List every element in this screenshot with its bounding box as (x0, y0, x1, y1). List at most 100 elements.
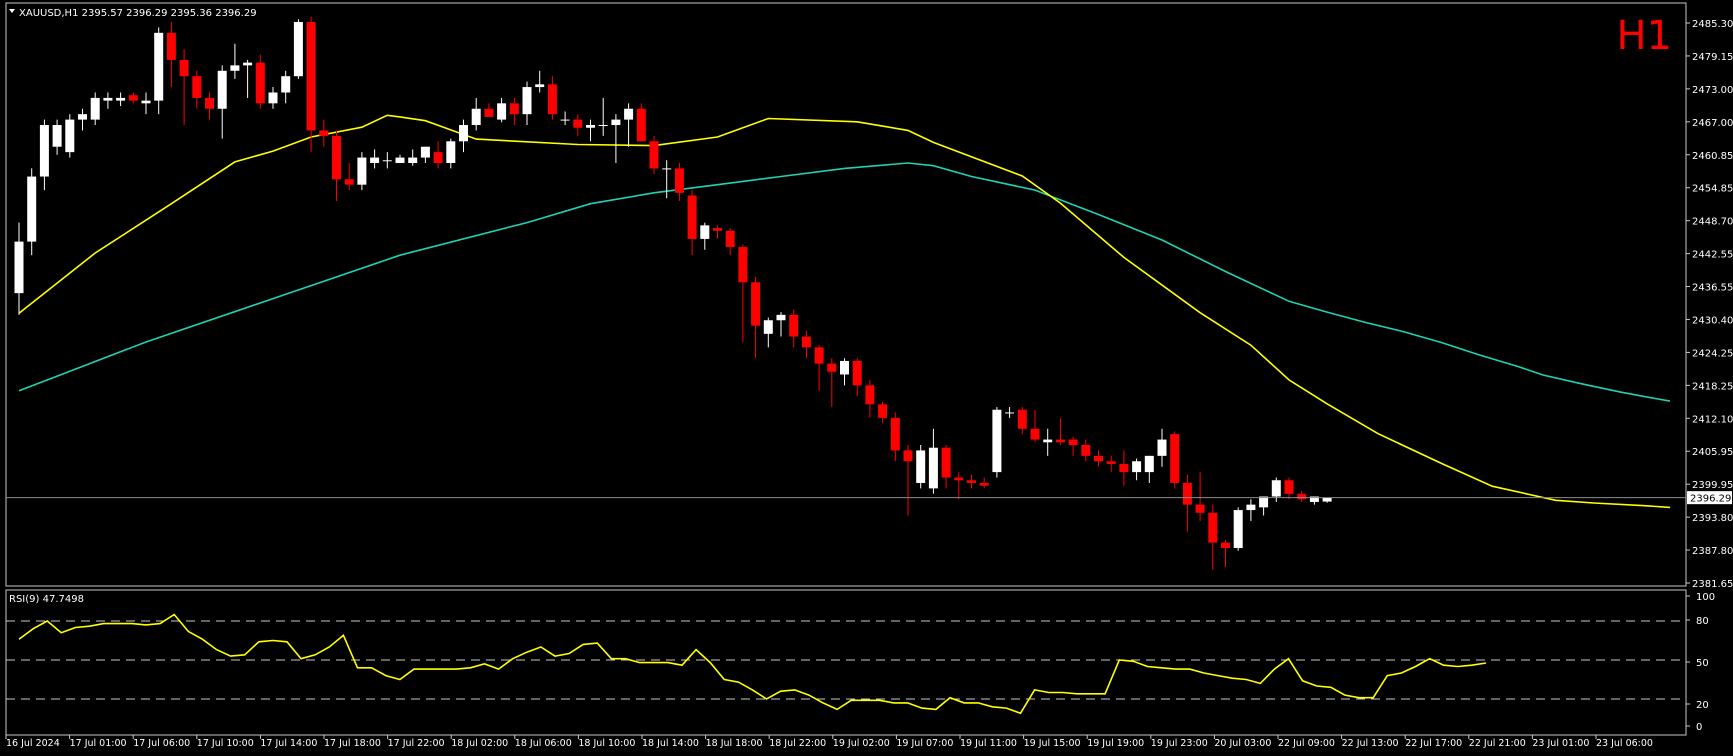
candle (179, 49, 189, 126)
candle (293, 19, 303, 79)
price-tick-label: 2436.55 (1692, 283, 1733, 294)
candle (1259, 496, 1269, 516)
rsi-axis[interactable]: 100 80 50 20 0 (1686, 592, 1715, 733)
candle-body (700, 225, 710, 239)
candle-body (865, 385, 875, 405)
price-tick-label: 2479.15 (1692, 52, 1733, 63)
candle (154, 27, 164, 115)
candle (751, 276, 761, 359)
current-price-label: 2396.29 (1690, 494, 1731, 505)
candle-body (205, 97, 214, 109)
candle-body (116, 97, 126, 101)
candle-body (941, 447, 951, 478)
candle-body (1157, 439, 1167, 456)
price-tick-label: 2454.85 (1692, 184, 1733, 195)
price-tick-label: 2381.65 (1692, 579, 1733, 590)
candle (700, 222, 710, 250)
time-tick-label: 17 Jul 18:00 (324, 738, 381, 749)
candle (573, 114, 583, 136)
candle-body (90, 97, 100, 120)
symbol-info: XAUUSD,H1 2395.57 2396.29 2395.36 2396.2… (19, 8, 257, 19)
candle (1030, 409, 1040, 443)
time-tick-label: 18 Jul 10:00 (578, 738, 635, 749)
candle-body (738, 247, 748, 283)
candle-body (192, 76, 202, 98)
price-axis[interactable]: 2485.30 2479.15 2473.00 2467.00 2460.85 2454.… (1686, 19, 1733, 590)
candle-body (1221, 542, 1230, 549)
candle (459, 119, 468, 153)
candle-body (928, 447, 938, 489)
candle-body (1246, 504, 1256, 511)
candles (14, 16, 1332, 570)
candle (1144, 455, 1154, 483)
candle-body (27, 176, 37, 242)
candle (611, 114, 621, 163)
candle (1221, 539, 1230, 568)
candle (509, 97, 519, 126)
time-tick-label: 22 Jul 09:00 (1278, 738, 1335, 749)
candle-body (560, 119, 570, 121)
candle (268, 87, 278, 109)
price-tick-label: 2442.55 (1692, 250, 1733, 261)
candle-body (1043, 439, 1053, 443)
candle (281, 70, 291, 104)
collapse-triangle-icon[interactable] (9, 9, 15, 13)
candle-body (395, 157, 405, 163)
candle (27, 168, 37, 256)
candle-body (166, 32, 176, 60)
candle (39, 119, 49, 191)
candle-body (1170, 434, 1180, 483)
candle (1195, 472, 1205, 521)
candle (230, 43, 240, 79)
candle (1094, 450, 1103, 467)
candle-body (1182, 482, 1192, 505)
candle (941, 444, 951, 489)
candle (738, 244, 748, 342)
candle-body (751, 282, 761, 326)
time-tick-label: 17 Jul 10:00 (197, 738, 254, 749)
candle-body (674, 168, 684, 193)
price-pane-frame[interactable] (5, 2, 1687, 587)
candle (1106, 455, 1116, 473)
time-tick-label: 19 Jul 11:00 (960, 738, 1017, 749)
symbol-header[interactable]: XAUUSD,H1 2395.57 2396.29 2395.36 2396.2… (9, 8, 257, 19)
candle-body (65, 119, 75, 153)
candle (776, 312, 786, 337)
candle-body (243, 62, 253, 66)
candle-body (1017, 409, 1027, 429)
candle (78, 108, 87, 131)
candle (484, 103, 494, 117)
candle (865, 379, 875, 418)
price-tick-label: 2430.40 (1692, 315, 1733, 326)
candle (547, 76, 557, 120)
candle (205, 92, 214, 120)
candle-body (763, 320, 773, 334)
candle (319, 119, 329, 147)
current-price-label-box (1687, 491, 1732, 505)
time-axis[interactable]: 16 Jul 2024 17 Jul 01:00 17 Jul 06:00 17 Ju… (5, 735, 1653, 749)
candle (1017, 407, 1027, 435)
current-price-label-group: 2396.29 (1687, 491, 1732, 505)
candle-body (1005, 412, 1015, 414)
candle (649, 135, 659, 174)
rsi-tick-label: 20 (1696, 700, 1709, 711)
candle (674, 162, 684, 201)
rsi-tick-label: 50 (1696, 658, 1709, 669)
time-tick-label: 19 Jul 19:00 (1087, 738, 1144, 749)
candle-body (39, 125, 49, 177)
candle-body (840, 360, 849, 375)
candle-body (1081, 444, 1091, 456)
price-tick-label: 2467.00 (1692, 118, 1733, 129)
candle-body (255, 62, 265, 104)
candle-body (78, 114, 87, 120)
time-tick-label: 17 Jul 01:00 (70, 738, 127, 749)
candle (217, 65, 227, 139)
candle-body (890, 417, 900, 451)
price-tick-label: 2424.25 (1692, 348, 1733, 359)
time-tick-label: 18 Jul 06:00 (515, 738, 572, 749)
candle-body (1208, 512, 1218, 543)
candle-body (1309, 496, 1319, 502)
candle (1132, 458, 1142, 481)
candle (1322, 497, 1332, 503)
